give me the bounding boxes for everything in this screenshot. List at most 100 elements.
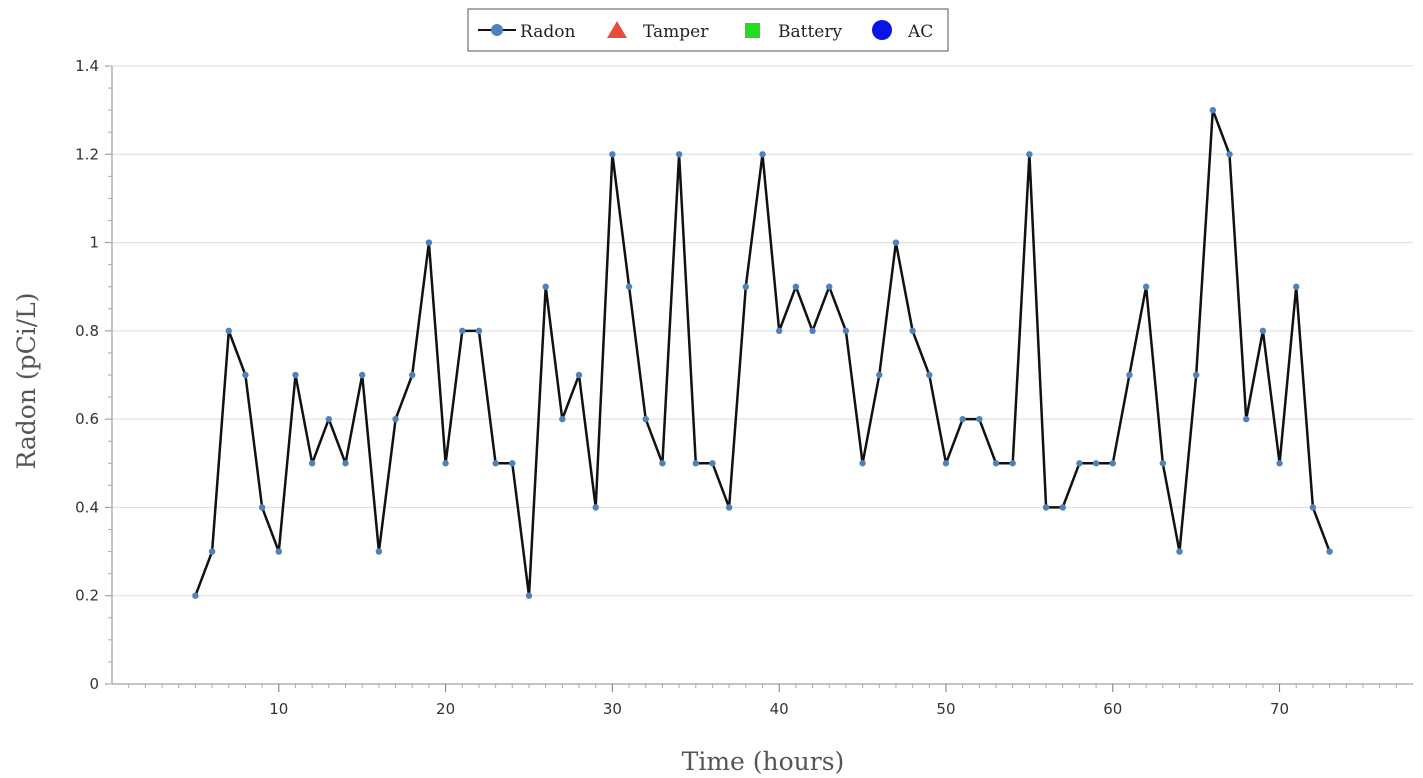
data-point[interactable] [192, 592, 199, 599]
x-tick-label: 50 [936, 700, 955, 718]
data-point[interactable] [1276, 460, 1283, 467]
data-point[interactable] [775, 327, 783, 335]
data-point[interactable] [992, 460, 1000, 467]
data-point[interactable] [725, 504, 733, 511]
data-point[interactable] [509, 460, 516, 467]
data-point[interactable] [325, 415, 333, 423]
data-point[interactable] [692, 460, 699, 467]
data-point[interactable] [242, 371, 249, 379]
data-point[interactable] [926, 371, 933, 379]
legend-item-ac[interactable]: AC [872, 20, 933, 42]
data-point[interactable] [659, 460, 666, 467]
data-point[interactable] [1243, 415, 1250, 423]
data-point[interactable] [1092, 460, 1100, 467]
data-point[interactable] [1326, 548, 1333, 555]
y-tick-label: 0.6 [75, 410, 99, 428]
legend-label-tamper: Tamper [643, 22, 709, 42]
legend-radon-marker-icon [491, 24, 503, 36]
x-tick-label: 20 [436, 700, 455, 718]
data-point[interactable] [375, 548, 383, 555]
data-point[interactable] [1209, 106, 1217, 114]
data-point[interactable] [575, 371, 583, 379]
data-point[interactable] [392, 415, 399, 423]
data-point[interactable] [1042, 504, 1050, 511]
data-point[interactable] [1176, 548, 1183, 555]
data-point[interactable] [742, 283, 750, 290]
data-point[interactable] [1192, 371, 1200, 379]
data-point[interactable] [1159, 460, 1167, 467]
data-point[interactable] [876, 371, 883, 379]
data-point[interactable] [709, 460, 716, 467]
legend-item-tamper[interactable]: Tamper [607, 21, 709, 42]
data-point[interactable] [826, 283, 833, 290]
data-point[interactable] [809, 327, 816, 335]
data-point[interactable] [759, 151, 766, 158]
data-point[interactable] [409, 371, 416, 379]
data-point[interactable] [1076, 460, 1083, 467]
data-point[interactable] [625, 283, 633, 290]
data-point[interactable] [559, 415, 566, 423]
data-point[interactable] [492, 460, 499, 467]
y-tick-label: 1 [89, 234, 99, 252]
y-tick-label: 0.2 [75, 587, 99, 605]
x-tick-label: 60 [1103, 700, 1122, 718]
y-axis-ticks: 0 0.2 0.4 0.6 0.8 1 1.2 1.4 [75, 57, 112, 693]
data-point[interactable] [942, 460, 950, 467]
data-point[interactable] [1259, 327, 1267, 335]
x-tick-label: 40 [770, 700, 789, 718]
y-tick-label: 0 [89, 675, 99, 693]
data-point[interactable] [976, 415, 983, 423]
data-point[interactable] [459, 327, 466, 335]
data-point[interactable] [842, 327, 850, 335]
legend-label-radon: Radon [520, 22, 575, 42]
series-radon [192, 106, 1333, 599]
data-point[interactable] [542, 283, 549, 290]
data-point[interactable] [1293, 283, 1300, 290]
data-point[interactable] [308, 460, 316, 467]
data-point[interactable] [792, 283, 800, 290]
legend-ac-circle-icon [872, 20, 892, 40]
data-point[interactable] [959, 415, 966, 423]
data-point[interactable] [225, 327, 232, 335]
x-axis-title: Time (hours) [682, 747, 845, 776]
data-point[interactable] [1226, 151, 1233, 158]
data-point[interactable] [525, 592, 533, 599]
y-axis-title: Radon (pCi/L) [12, 292, 41, 469]
legend-battery-square-icon [745, 23, 760, 38]
y-tick-label: 0.4 [75, 498, 99, 516]
data-point[interactable] [1309, 504, 1317, 511]
data-point[interactable] [1059, 504, 1066, 511]
data-point[interactable] [892, 239, 900, 246]
data-point[interactable] [292, 371, 299, 379]
legend-item-battery[interactable]: Battery [745, 22, 842, 42]
data-point[interactable] [442, 460, 449, 467]
data-point[interactable] [675, 151, 683, 158]
legend-box [467, 8, 949, 52]
data-point[interactable] [1142, 283, 1150, 290]
data-point[interactable] [909, 327, 916, 335]
data-point[interactable] [1126, 371, 1133, 379]
data-point[interactable] [425, 239, 433, 246]
data-point[interactable] [208, 548, 216, 555]
y-tick-label: 0.8 [75, 322, 99, 340]
legend-label-battery: Battery [778, 22, 842, 42]
x-axis-ticks: 10 20 30 40 50 60 70 [128, 684, 1397, 718]
data-point[interactable] [1109, 460, 1116, 467]
data-point[interactable] [358, 371, 366, 379]
data-point[interactable] [275, 548, 282, 555]
legend: Radon Tamper Battery AC [467, 8, 949, 52]
data-point[interactable] [592, 504, 599, 511]
legend-item-radon[interactable]: Radon [478, 22, 575, 42]
data-point[interactable] [609, 151, 616, 158]
data-point[interactable] [859, 460, 866, 467]
data-point[interactable] [475, 327, 483, 335]
data-point[interactable] [1026, 151, 1033, 158]
legend-tamper-triangle-icon [607, 21, 627, 38]
data-point[interactable] [258, 504, 266, 511]
data-point[interactable] [642, 415, 649, 423]
x-tick-label: 30 [603, 700, 622, 718]
data-point[interactable] [342, 460, 349, 467]
data-point[interactable] [1009, 460, 1016, 467]
